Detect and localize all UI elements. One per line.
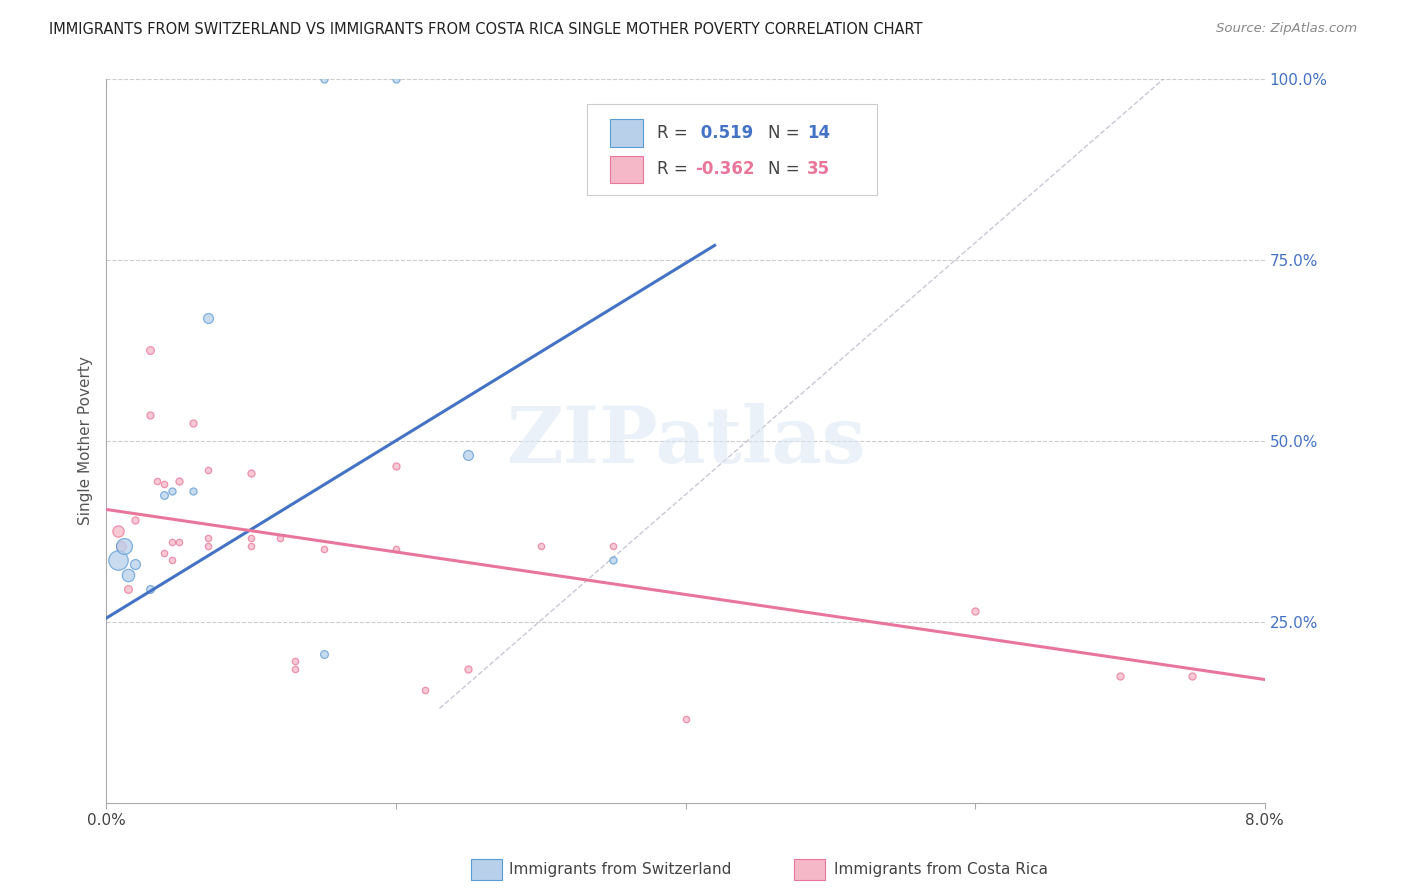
Point xyxy=(183,484,205,499)
Text: -0.362: -0.362 xyxy=(695,161,755,178)
Point xyxy=(197,463,219,477)
Point xyxy=(110,539,132,553)
Point xyxy=(1109,669,1132,683)
Point xyxy=(124,513,146,527)
Text: 0.519: 0.519 xyxy=(695,124,754,142)
Point xyxy=(139,409,162,423)
Point xyxy=(284,662,307,676)
Point xyxy=(153,546,176,560)
Text: 14: 14 xyxy=(807,124,831,142)
Point xyxy=(153,488,176,502)
Text: 35: 35 xyxy=(807,161,831,178)
Point xyxy=(240,532,263,546)
Point xyxy=(160,484,183,499)
Point xyxy=(602,539,624,553)
Point xyxy=(146,474,169,488)
Point xyxy=(117,567,139,582)
Point xyxy=(107,553,129,567)
Point xyxy=(112,539,135,553)
Point xyxy=(1181,669,1204,683)
Point xyxy=(312,647,335,661)
Point xyxy=(965,604,987,618)
Point xyxy=(675,712,697,726)
Point xyxy=(124,557,146,571)
Y-axis label: Single Mother Poverty: Single Mother Poverty xyxy=(79,356,93,525)
Point xyxy=(457,448,479,462)
Point xyxy=(107,524,129,539)
Text: R =: R = xyxy=(657,161,693,178)
Point xyxy=(139,582,162,596)
Text: Immigrants from Costa Rica: Immigrants from Costa Rica xyxy=(834,863,1047,877)
Point xyxy=(385,72,408,87)
Point xyxy=(269,532,291,546)
Point xyxy=(457,662,479,676)
Text: N =: N = xyxy=(768,161,804,178)
Point xyxy=(385,542,408,557)
FancyBboxPatch shape xyxy=(588,104,877,194)
Point xyxy=(160,553,183,567)
Point xyxy=(167,474,190,488)
Point xyxy=(312,72,335,87)
Text: ZIPatlas: ZIPatlas xyxy=(506,403,866,479)
Point xyxy=(153,477,176,491)
Point xyxy=(160,535,183,549)
Text: R =: R = xyxy=(657,124,693,142)
Point xyxy=(602,553,624,567)
Text: IMMIGRANTS FROM SWITZERLAND VS IMMIGRANTS FROM COSTA RICA SINGLE MOTHER POVERTY : IMMIGRANTS FROM SWITZERLAND VS IMMIGRANT… xyxy=(49,22,922,37)
FancyBboxPatch shape xyxy=(610,120,643,147)
Point xyxy=(139,343,162,358)
Text: N =: N = xyxy=(768,124,804,142)
Point xyxy=(312,542,335,557)
Point xyxy=(183,416,205,430)
Point xyxy=(240,467,263,481)
Point xyxy=(530,539,553,553)
FancyBboxPatch shape xyxy=(610,156,643,183)
Point xyxy=(385,459,408,474)
Point xyxy=(167,535,190,549)
Point xyxy=(197,539,219,553)
Point xyxy=(197,310,219,325)
Point xyxy=(197,532,219,546)
Point xyxy=(413,683,436,698)
Point xyxy=(284,655,307,669)
Point xyxy=(240,539,263,553)
Point xyxy=(117,582,139,596)
Text: Source: ZipAtlas.com: Source: ZipAtlas.com xyxy=(1216,22,1357,36)
Text: Immigrants from Switzerland: Immigrants from Switzerland xyxy=(509,863,731,877)
